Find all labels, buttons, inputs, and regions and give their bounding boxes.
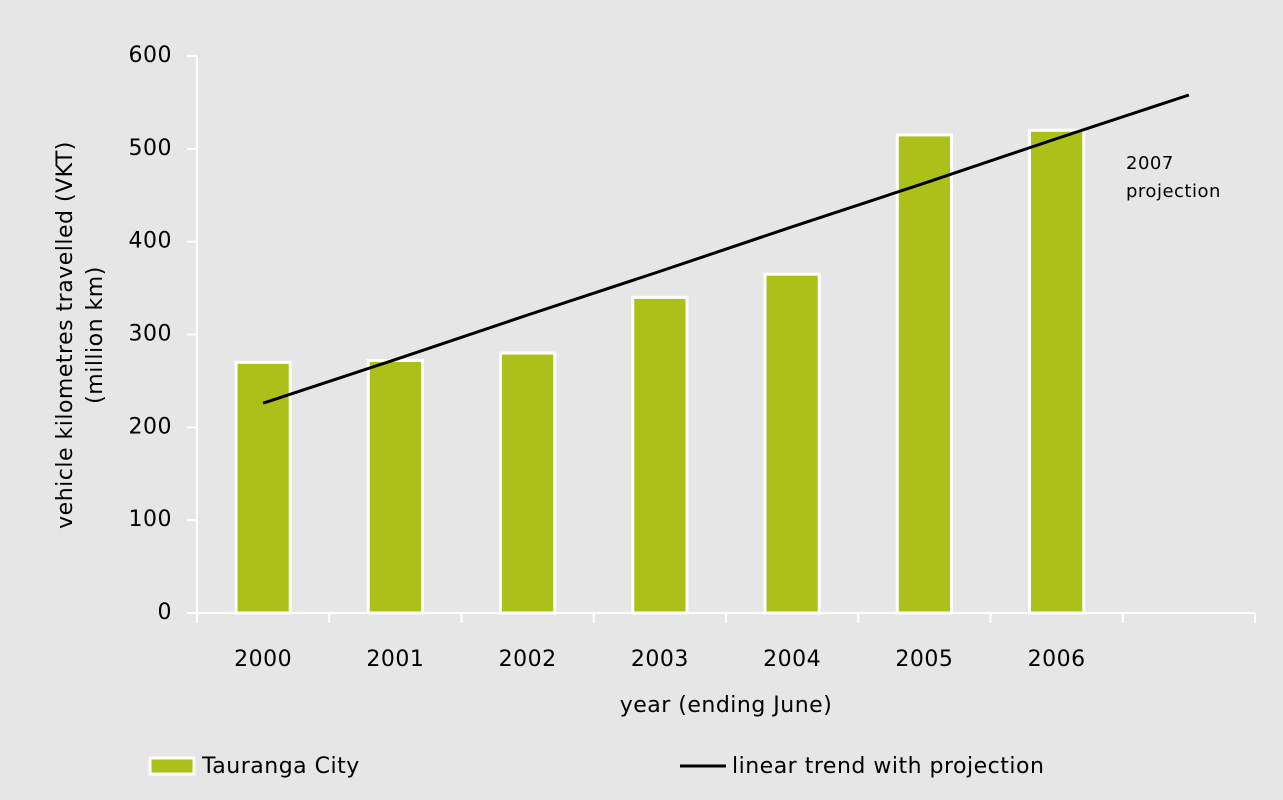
y-tick-label: 100 — [129, 507, 173, 532]
y-tick-label: 600 — [129, 43, 173, 68]
bar — [366, 358, 424, 615]
x-axis-label: year (ending June) — [620, 693, 833, 718]
x-tick-label: 2006 — [1028, 647, 1086, 672]
x-tick-label: 2003 — [631, 647, 689, 672]
y-tick-label: 0 — [158, 600, 173, 625]
y-tick-label: 500 — [129, 136, 173, 161]
x-tick-label: 2002 — [499, 647, 557, 672]
bar — [499, 351, 557, 615]
x-tick-label: 2001 — [366, 647, 424, 672]
annotation: 2007 — [1126, 153, 1174, 174]
legend-label: Tauranga City — [201, 754, 360, 779]
legend-swatch — [148, 756, 196, 776]
x-tick-label: 2000 — [234, 647, 292, 672]
x-tick-label: 2004 — [763, 647, 821, 672]
bar — [895, 133, 953, 615]
y-axis-label-line: (million km) — [83, 266, 108, 404]
y-tick-label: 400 — [129, 229, 173, 254]
legend-label: linear trend with projection — [732, 754, 1044, 779]
annotation: projection — [1126, 181, 1221, 202]
y-tick-label: 300 — [129, 322, 173, 347]
x-tick-label: 2005 — [895, 647, 953, 672]
y-axis-label: vehicle kilometres travelled (VKT) (mill… — [53, 141, 108, 529]
bar — [234, 360, 292, 615]
bar — [1028, 128, 1086, 615]
y-tick-label: 200 — [129, 414, 173, 439]
bar — [631, 295, 689, 615]
trend-line — [262, 93, 1190, 405]
bar — [763, 272, 821, 615]
y-axis-label-line: vehicle kilometres travelled (VKT) — [53, 141, 78, 529]
